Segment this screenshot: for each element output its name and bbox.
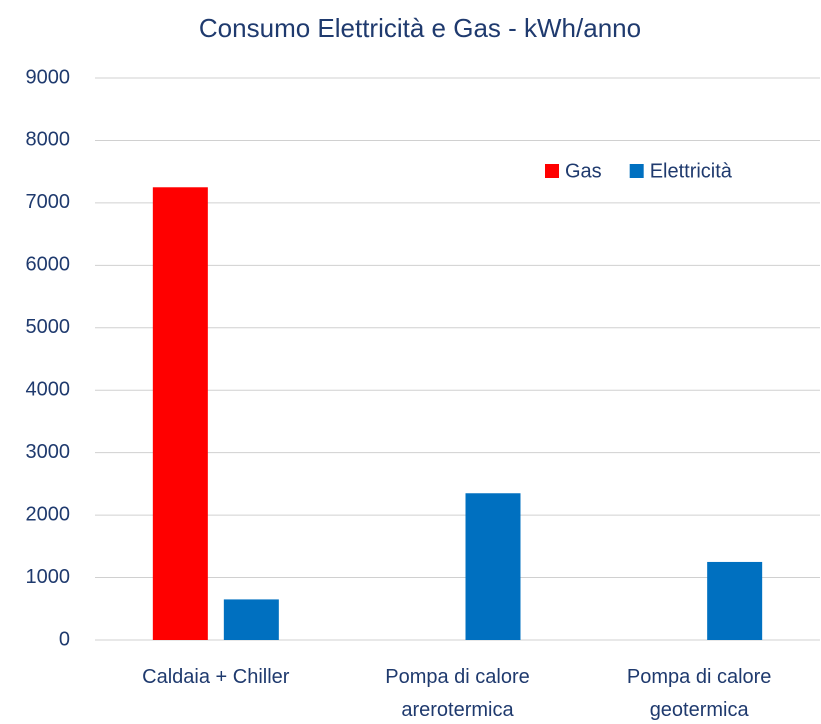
y-tick-label: 8000 <box>26 129 71 151</box>
chart-title: Consumo Elettricità e Gas - kWh/anno <box>199 13 641 43</box>
legend-swatch <box>545 164 559 178</box>
legend-swatch <box>629 164 644 178</box>
y-tick-label: 4000 <box>26 379 71 401</box>
bar <box>465 493 521 640</box>
y-tick-label: 6000 <box>26 254 71 276</box>
y-tick-label: 0 <box>59 628 70 650</box>
y-tick-label: 3000 <box>26 441 71 463</box>
legend-label: Elettricità <box>650 160 733 182</box>
bar <box>707 561 763 640</box>
legend-label: Gas <box>565 160 602 182</box>
y-tick-label: 5000 <box>26 316 71 338</box>
bar <box>152 187 208 640</box>
y-tick-label: 7000 <box>26 191 71 213</box>
bar <box>223 599 279 640</box>
x-tick-label: Caldaia + Chiller <box>142 666 290 688</box>
y-tick-label: 1000 <box>26 566 71 588</box>
y-tick-label: 9000 <box>26 66 71 88</box>
x-tick-label: Pompa di calore geotermica <box>627 666 772 721</box>
y-tick-label: 2000 <box>26 503 71 525</box>
x-tick-label: Pompa di calore arerotermica <box>385 666 530 721</box>
